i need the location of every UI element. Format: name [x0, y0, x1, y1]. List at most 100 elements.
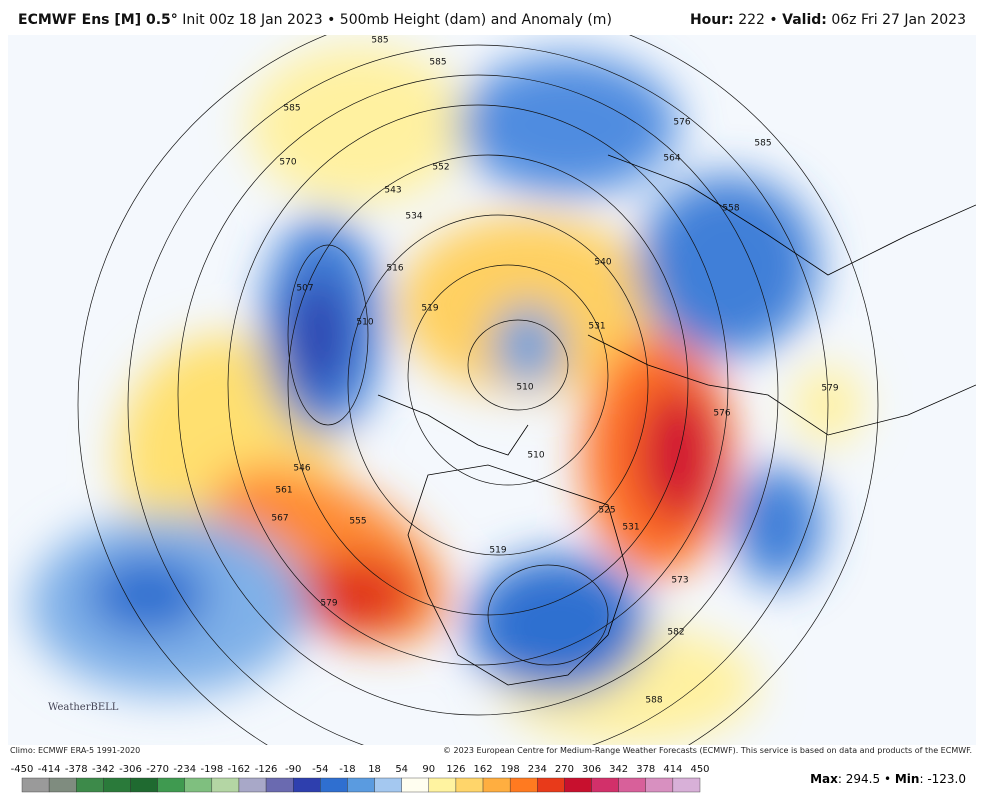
max-label: Max [810, 772, 838, 786]
contour-label: 510 [356, 318, 373, 328]
contour-label: 519 [489, 546, 506, 556]
colorbar-label: 18 [368, 764, 381, 775]
contour-label: 588 [645, 696, 662, 706]
colorbar-label: -162 [228, 764, 251, 775]
colorbar-label: -270 [146, 764, 169, 775]
colorbar-label: 342 [609, 764, 628, 775]
contour-label: 525 [598, 506, 615, 516]
separator: • [883, 772, 892, 786]
colorbar-swatch [591, 777, 619, 793]
contour-label: 579 [821, 384, 838, 394]
colorbar-label: -306 [119, 764, 142, 775]
contour-label: 510 [527, 451, 544, 461]
colorbar-label: 126 [446, 764, 465, 775]
colorbar-label: -234 [173, 764, 196, 775]
contour-label: 531 [622, 523, 639, 533]
min-label: Min [894, 772, 920, 786]
colorbar-label: -450 [11, 764, 34, 775]
colorbar-swatch [428, 777, 457, 793]
contour-label: 555 [349, 517, 366, 527]
contour-label: 585 [283, 104, 300, 114]
contour-label: 576 [713, 409, 730, 419]
contour-label: 531 [588, 322, 605, 332]
colorbar-swatch [21, 777, 50, 793]
anomaly-field [28, 45, 863, 745]
coastlines [377, 154, 976, 686]
colorbar-label: -126 [255, 764, 278, 775]
height-contours [77, 35, 879, 745]
colorbar-label: -378 [65, 764, 88, 775]
contour-label: 558 [722, 204, 739, 214]
contour-label: 507 [296, 284, 313, 294]
header-right: Hour: 222 • Valid: 06z Fri 27 Jan 2023 [690, 12, 966, 28]
contour-label: 534 [405, 212, 422, 222]
hour-label: Hour: [689, 12, 734, 28]
logo: WeatherBELL [48, 702, 119, 713]
colorbar-swatch [645, 777, 674, 793]
colorbar-swatch [293, 777, 321, 793]
contour-label: 576 [673, 118, 690, 128]
colorbar-swatch [401, 777, 429, 793]
contour-label: 543 [384, 186, 401, 196]
contour-label: 561 [275, 486, 292, 496]
separator: • [327, 12, 336, 28]
min: -123.0 [927, 772, 966, 786]
colorbar-label: -18 [339, 764, 355, 775]
contour-label: 579 [320, 599, 337, 609]
colorbar-swatch [265, 777, 294, 793]
colorbar-swatch [455, 777, 484, 793]
max-min: Max: 294.5 • Min: -123.0 [810, 772, 966, 786]
contour-label: 570 [279, 158, 296, 168]
colorbar-swatch [374, 777, 402, 793]
colorbar-label: 450 [690, 764, 709, 775]
max: 294.5 [845, 772, 881, 786]
colorbar-swatch [157, 777, 185, 793]
colorbar-swatch [320, 777, 348, 793]
colorbar-swatch [48, 777, 77, 793]
colorbar-label: -90 [285, 764, 301, 775]
colorbar-label: 270 [555, 764, 574, 775]
copyright: © 2023 European Centre for Medium-Range … [443, 746, 972, 755]
colorbar-swatch [672, 777, 701, 793]
colorbar-label: 90 [422, 764, 435, 775]
colorbar-label: 234 [528, 764, 547, 775]
separator: • [769, 12, 778, 28]
hour: 222 [738, 12, 765, 28]
colorbar-swatch [564, 777, 592, 793]
model: ECMWF Ens [M] 0.5° [18, 12, 178, 28]
contour-label: 582 [667, 628, 684, 638]
init: Init 00z 18 Jan 2023 [182, 12, 323, 28]
valid-label: Valid: [782, 12, 827, 28]
colorbar-label: 54 [395, 764, 408, 775]
colorbar-swatch [76, 777, 104, 793]
contour-label: 573 [671, 576, 688, 586]
colorbar-swatch [211, 777, 240, 793]
colorbar-swatch [238, 777, 267, 793]
climo: Climo: ECMWF ERA-5 1991-2020 [10, 746, 141, 755]
contour-label: 516 [386, 264, 403, 274]
contour-label: 564 [663, 154, 680, 164]
colorbar-swatch [130, 777, 158, 793]
colorbar-label: -342 [92, 764, 115, 775]
contour-labels: 585 585 585 570 552 543 534 516 507 510 519 540 531 5… [271, 36, 838, 706]
contour-label: 546 [293, 464, 310, 474]
colorbar-label: 162 [473, 764, 492, 775]
contour-label: 567 [271, 514, 288, 524]
colorbar-label: -414 [38, 764, 61, 775]
colorbar-label: 378 [636, 764, 655, 775]
colorbar-swatch [184, 777, 213, 793]
valid: 06z Fri 27 Jan 2023 [831, 12, 966, 28]
colorbar-swatch [618, 777, 646, 793]
colorbar-swatch [103, 777, 131, 793]
colorbar-label: 198 [501, 764, 520, 775]
colorbar-swatch [347, 777, 375, 793]
contour-label: 552 [432, 163, 449, 173]
contour-label: 585 [429, 58, 446, 68]
colorbar-label: 414 [663, 764, 682, 775]
contour-label: 540 [594, 258, 611, 268]
colorbar-swatch [509, 777, 538, 793]
header-left: ECMWF Ens [M] 0.5° Init 00z 18 Jan 2023 … [18, 12, 612, 28]
colorbar-swatch [482, 777, 511, 793]
map: 585 585 585 570 552 543 534 516 507 510 519 540 531 5… [8, 35, 976, 745]
colorbar-label: 306 [582, 764, 601, 775]
